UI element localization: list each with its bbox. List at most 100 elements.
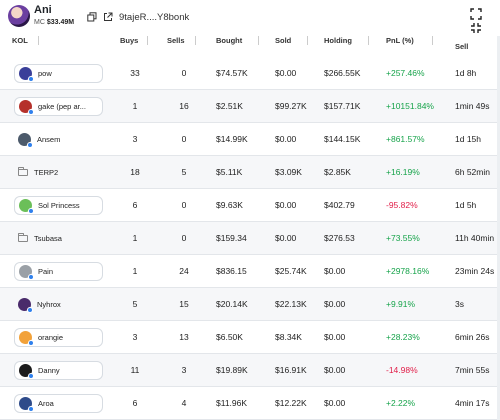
bought-amount: $159.34 [216,233,247,243]
col-sells[interactable]: Sells [167,36,185,45]
expand-icon[interactable] [470,8,482,20]
col-separator [432,36,433,45]
kol-name: TERP2 [34,168,59,177]
verified-badge-icon [28,208,34,214]
bought-amount: $9.63K [216,200,243,210]
kol-chip[interactable]: Tsubasa [14,229,62,248]
verified-badge-icon [27,307,33,313]
bought-amount: $5.11K [216,167,243,177]
kol-name: orangie [38,333,64,342]
verified-badge-icon [27,142,33,148]
pnl-percent: +28.23% [386,332,420,342]
col-pnl[interactable]: PnL (%) [386,36,414,45]
last-sell-time: 1d 15h [455,134,481,144]
holding-amount: $0.00 [324,266,346,276]
last-sell-time: 3s [455,299,464,309]
col-sell[interactable]: Sell [455,42,469,51]
kol-chip[interactable]: Ansem [14,130,60,149]
sold-amount: $25.74K [275,266,307,276]
external-link-icon[interactable] [103,12,113,22]
scrollbar[interactable] [497,36,500,420]
kol-chip[interactable]: Nyhrox [14,295,61,314]
kol-chip[interactable]: Aroa [14,394,103,413]
col-separator [147,36,148,45]
table-row[interactable]: Tsubasa 1 0 $159.34 $0.00 $276.53 +73.55% 11h 4… [0,222,500,255]
sold-amount: $99.27K [275,101,307,111]
contract-address[interactable]: 9tajeR....Y8bonk [119,12,190,23]
collapse-icon[interactable] [470,22,482,34]
sold-amount: $0.00 [275,200,297,210]
buys-count: 6 [132,200,138,210]
bought-amount: $14.99K [216,134,248,144]
kol-chip[interactable]: pow [14,64,103,83]
sold-amount: $8.34K [275,332,302,342]
kol-name: Sol Princess [38,201,80,210]
pnl-percent: +257.46% [386,68,425,78]
sells-count: 4 [181,398,187,408]
buys-count: 3 [132,332,138,342]
kol-name: gake (pep ar... [38,102,86,111]
col-holding[interactable]: Holding [324,36,352,45]
copy-icon[interactable] [87,12,97,22]
table-row[interactable]: Aroa 6 4 $11.96K $12.22K $0.00 +2.22% 4min 17s [0,387,500,420]
pnl-percent: +10151.84% [386,101,434,111]
last-sell-time: 1d 8h [455,68,477,78]
col-bought[interactable]: Bought [216,36,243,45]
kol-avatar [19,364,34,379]
kol-avatar [19,397,34,412]
pnl-percent: +861.57% [386,134,425,144]
bought-amount: $836.15 [216,266,247,276]
col-separator [307,36,308,45]
table-row[interactable]: Danny 11 3 $19.89K $16.91K $0.00 -14.98% 7min 5… [0,354,500,387]
verified-badge-icon [28,373,34,379]
table-row[interactable]: Nyhrox 5 15 $20.14K $22.13K $0.00 +9.91% 3s [0,288,500,321]
pnl-percent: +2978.16% [386,266,430,276]
buys-count: 33 [130,68,140,78]
kol-chip[interactable]: Pain [14,262,103,281]
sells-count: 24 [179,266,189,276]
verified-badge-icon [28,109,34,115]
sold-amount: $22.13K [275,299,307,309]
token-name: Ani [34,4,52,16]
col-sold[interactable]: Sold [275,36,292,45]
kol-name: Danny [38,366,60,375]
sold-amount: $12.22K [275,398,307,408]
table-row[interactable]: pow 33 0 $74.57K $0.00 $266.55K +257.46% 1d 8h [0,57,500,90]
holding-amount: $0.00 [324,332,346,342]
kol-chip[interactable]: gake (pep ar... [14,97,103,116]
bought-amount: $6.50K [216,332,243,342]
sells-count: 0 [181,233,187,243]
col-kol[interactable]: KOL [12,36,28,45]
table-row[interactable]: gake (pep ar... 1 16 $2.51K $99.27K $157.71K +… [0,90,500,123]
table-row[interactable]: orangie 3 13 $6.50K $8.34K $0.00 +28.23% 6min 2… [0,321,500,354]
buys-count: 5 [132,299,138,309]
sells-count: 13 [179,332,189,342]
table-row[interactable]: TERP2 18 5 $5.11K $3.09K $2.85K +16.19% 6h 52mi… [0,156,500,189]
buys-count: 6 [132,398,138,408]
table-row[interactable]: Sol Princess 6 0 $9.63K $0.00 $402.79 -95.82% 1… [0,189,500,222]
kol-chip[interactable]: TERP2 [14,163,58,182]
sold-amount: $0.00 [275,233,297,243]
holding-amount: $0.00 [324,299,346,309]
last-sell-time: 6h 52min [455,167,490,177]
kol-name: Ansem [37,135,61,144]
table-row[interactable]: Ansem 3 0 $14.99K $0.00 $144.15K +861.57% 1d 15… [0,123,500,156]
table-row[interactable]: Pain 1 24 $836.15 $25.74K $0.00 +2978.16% 23min… [0,255,500,288]
last-sell-time: 7min 55s [455,365,490,375]
col-buys[interactable]: Buys [120,36,139,45]
sells-count: 3 [181,365,187,375]
pnl-percent: +9.91% [386,299,416,309]
sells-count: 5 [181,167,187,177]
market-cap: MC $33.49M [34,19,74,26]
last-sell-time: 6min 26s [455,332,490,342]
kol-chip[interactable]: orangie [14,328,103,347]
kol-avatar [19,100,34,115]
col-separator [368,36,369,45]
pnl-percent: +2.22% [386,398,416,408]
kol-chip[interactable]: Sol Princess [14,196,103,215]
kol-chip[interactable]: Danny [14,361,103,380]
sold-amount: $0.00 [275,68,297,78]
holding-amount: $0.00 [324,365,346,375]
kol-name: Tsubasa [34,234,62,243]
bought-amount: $20.14K [216,299,248,309]
